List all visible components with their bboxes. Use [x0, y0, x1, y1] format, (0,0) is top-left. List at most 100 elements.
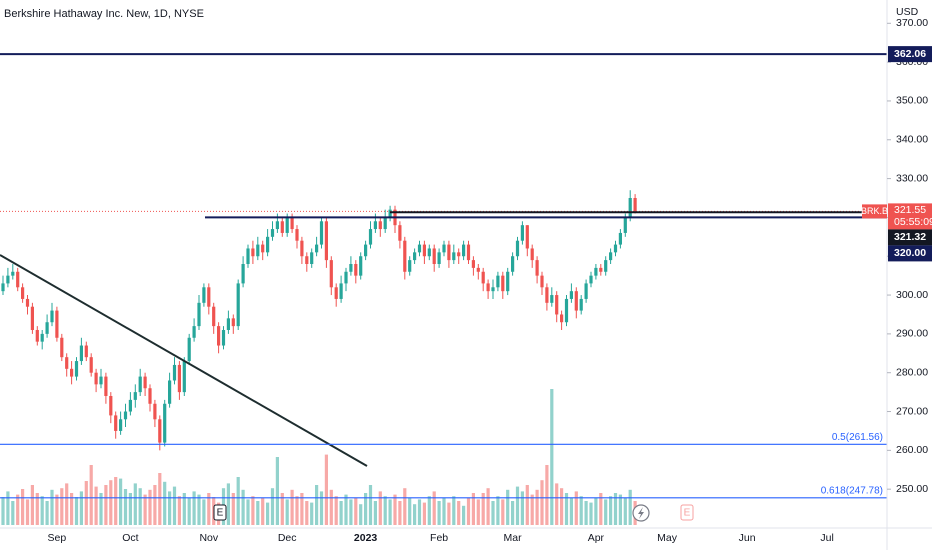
volume-bar: [388, 499, 392, 525]
volume-bar: [104, 485, 108, 525]
x-tick-label: Feb: [430, 532, 448, 544]
candle-body: [315, 244, 319, 253]
volume-bar: [6, 491, 10, 525]
candle-body: [569, 291, 573, 299]
candle-body: [535, 260, 539, 276]
volume-bar: [182, 493, 186, 525]
volume-bar: [525, 485, 529, 525]
candle-body: [30, 306, 34, 330]
candle-body: [133, 392, 137, 400]
volume-bar: [422, 502, 426, 525]
volume-bar: [545, 465, 549, 525]
dividend-icon[interactable]: [632, 504, 650, 522]
volume-bar: [109, 480, 113, 525]
candle-body: [540, 275, 544, 288]
volume-bar: [457, 501, 461, 525]
volume-bar: [442, 497, 446, 525]
earnings-label: E: [217, 508, 224, 519]
volume-bar: [452, 496, 456, 525]
volume-bar: [373, 501, 377, 525]
candle-body: [21, 287, 25, 299]
volume-bar: [354, 497, 358, 525]
trend-line[interactable]: [0, 254, 368, 467]
volume-bar: [275, 457, 279, 525]
volume-bar: [564, 493, 569, 525]
volume-bar: [172, 486, 177, 525]
candle-body: [84, 345, 88, 358]
candle-body: [471, 260, 475, 268]
candle-body: [609, 252, 613, 261]
candle-body: [364, 244, 368, 257]
candle-body: [383, 217, 387, 230]
volume-bar: [555, 483, 559, 525]
candle-body: [618, 232, 622, 245]
candle-body: [94, 372, 98, 385]
candle-body: [35, 330, 39, 342]
candle-body: [378, 221, 382, 230]
x-tick-label: Nov: [199, 532, 218, 544]
symbol-label: BRK.B: [861, 206, 888, 216]
volume-bar: [476, 499, 480, 525]
candle-body: [99, 376, 103, 385]
title-bg: [0, 4, 190, 24]
volume-bar: [60, 488, 64, 525]
candle-body: [168, 380, 172, 404]
candle-body: [437, 252, 441, 264]
candle-body: [128, 399, 132, 412]
earnings-icon[interactable]: E: [213, 504, 227, 521]
candle-body: [246, 248, 250, 264]
candle-body: [623, 217, 627, 233]
volume-bar: [187, 497, 191, 525]
volume-bar: [246, 499, 250, 525]
x-tick-label: May: [657, 532, 678, 544]
volume-bar: [574, 491, 578, 525]
candle-body: [163, 403, 167, 443]
candle-body: [251, 248, 255, 257]
x-tick-label: Oct: [122, 532, 138, 544]
volume-bar: [1, 497, 5, 525]
candle-body: [138, 376, 142, 393]
volume-bar: [25, 499, 30, 525]
candle-body: [491, 287, 495, 292]
volume-bar: [21, 489, 25, 525]
x-tick-label: 2023: [354, 532, 378, 544]
candle-body: [427, 248, 431, 257]
candle-body: [1, 283, 5, 292]
volume-bar: [501, 499, 505, 525]
volume-bar: [226, 483, 230, 525]
level-label-bg: [888, 245, 932, 262]
candle-body: [422, 244, 426, 257]
candle-body: [506, 271, 510, 292]
candle-body: [339, 283, 343, 299]
volume-bar: [339, 501, 343, 525]
level-label: 320.00: [894, 247, 926, 259]
candle-body: [501, 275, 505, 292]
volume-bar: [344, 494, 348, 525]
volume-bar: [398, 501, 402, 525]
candle-body: [545, 287, 549, 303]
volume-bar: [270, 488, 275, 525]
volume-bar: [285, 499, 289, 525]
volume-bar: [511, 501, 515, 525]
candle-body: [305, 256, 309, 264]
candle-body: [241, 264, 245, 284]
volume-bar: [594, 497, 598, 525]
future-earnings-icon[interactable]: E: [680, 504, 694, 521]
volume-bar: [584, 501, 588, 525]
candle-body: [143, 376, 147, 389]
candle-body: [359, 256, 363, 276]
earnings-label: E: [684, 508, 691, 519]
volume-bar: [378, 491, 382, 525]
candle-body: [525, 225, 529, 249]
candle-body: [300, 240, 304, 257]
candle-body: [70, 368, 74, 377]
volume-bar: [295, 496, 299, 525]
volume-bar: [447, 502, 451, 525]
volume-bar: [403, 488, 407, 525]
volume-bar: [364, 493, 368, 525]
candle-body: [324, 221, 328, 261]
x-tick-label: Dec: [278, 532, 297, 544]
overlay: 0.5(261.56) 0.618(247.78): [0, 53, 887, 499]
